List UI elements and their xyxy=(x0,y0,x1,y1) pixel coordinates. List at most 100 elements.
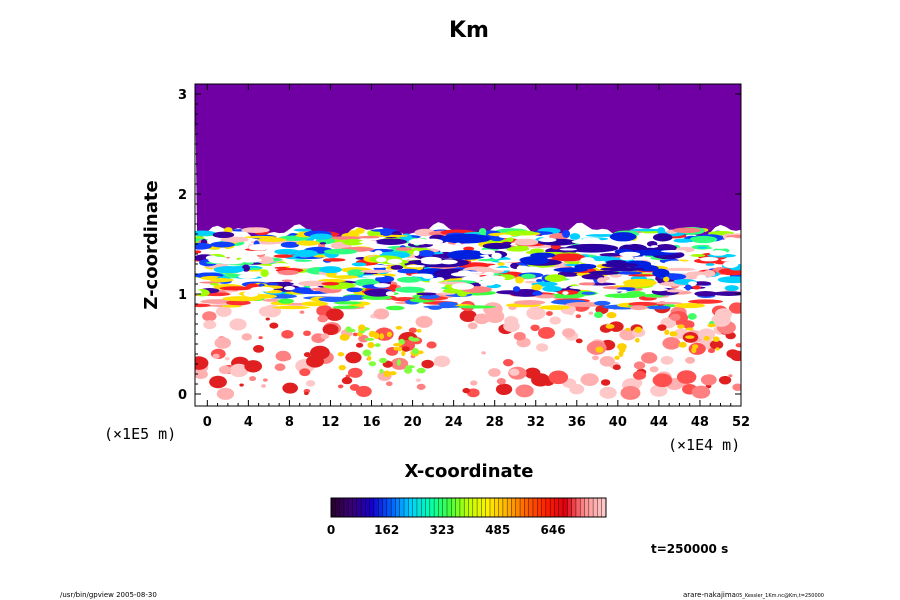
mixed-layer-streak xyxy=(354,227,365,234)
mixed-layer-streak xyxy=(213,266,245,274)
colorbar-cell xyxy=(416,498,422,517)
mixed-layer-gap xyxy=(451,283,474,290)
inversion-band-streak xyxy=(626,291,646,296)
mixed-layer-gap xyxy=(238,274,258,279)
colorbar-cell xyxy=(382,498,388,517)
mixed-layer-streak xyxy=(210,282,220,286)
mixed-layer-streak xyxy=(241,227,270,233)
low-level-patch xyxy=(195,356,209,370)
colorbar-cell xyxy=(498,498,504,517)
colorbar-cell xyxy=(373,498,379,517)
x-tick-label: 0 xyxy=(203,415,212,430)
mixed-layer-streak xyxy=(310,287,331,291)
low-level-core xyxy=(379,333,384,340)
mixed-layer-streak xyxy=(691,281,712,286)
low-level-patch xyxy=(633,361,646,370)
colorbar-cell xyxy=(477,498,482,517)
low-level-patch xyxy=(526,306,546,320)
colorbar-cell xyxy=(575,498,581,517)
low-level-core xyxy=(703,335,710,341)
low-level-patch xyxy=(352,332,358,337)
colorbar-cell xyxy=(489,498,495,517)
mixed-layer-blue-core xyxy=(652,233,673,242)
mixed-layer-gap xyxy=(493,267,515,271)
mixed-layer-streak xyxy=(505,230,536,236)
x-axis: 0 4 8 12 16 20 24 28 32 36 40 44 48 52 xyxy=(203,84,750,430)
colorbar-cell xyxy=(425,498,431,517)
x-tick-label: 52 xyxy=(732,415,750,430)
low-level-patch xyxy=(462,387,471,394)
y-tick-label: 1 xyxy=(178,288,187,303)
inversion-band-streak xyxy=(539,305,571,310)
low-level-patch xyxy=(345,351,362,364)
mixed-layer-streak xyxy=(717,276,741,284)
mixed-layer-gap xyxy=(709,242,732,249)
low-level-core xyxy=(357,324,366,331)
mixed-layer-streak xyxy=(544,274,566,283)
mixed-layer-gap xyxy=(284,259,291,264)
y-unit-label: (×1E5 m) xyxy=(104,425,176,443)
colorbar-cells xyxy=(330,498,607,517)
colorbar-cell xyxy=(563,498,568,517)
colorbar-cell xyxy=(532,498,538,517)
low-level-patch xyxy=(348,367,363,378)
low-level-patch xyxy=(195,369,208,380)
mixed-layer-gap xyxy=(521,266,542,273)
low-level-patch xyxy=(341,376,353,385)
low-level-core xyxy=(397,346,403,352)
low-level-core xyxy=(595,346,604,353)
mixed-layer-streak xyxy=(525,251,535,254)
mixed-layer-gap xyxy=(457,270,472,277)
mixed-layer-gap xyxy=(248,244,269,251)
mixed-layer-gap xyxy=(421,259,445,265)
colorbar-cell xyxy=(386,498,392,517)
low-level-core xyxy=(393,346,400,351)
mixed-layer-streak xyxy=(277,269,299,276)
low-level-core xyxy=(367,355,372,361)
mixed-layer-streak xyxy=(220,236,249,243)
mixed-layer-streak xyxy=(342,238,365,246)
inversion-band-streak xyxy=(272,305,311,310)
low-level-core xyxy=(707,323,716,328)
y-tick-label: 0 xyxy=(178,388,187,403)
colorbar-cell xyxy=(580,498,585,517)
low-level-patch xyxy=(470,380,478,386)
low-level-patch xyxy=(650,384,668,397)
mixed-layer-streak xyxy=(478,227,487,235)
low-level-patch xyxy=(216,387,235,400)
low-level-core xyxy=(339,333,350,341)
low-level-patch xyxy=(700,374,717,386)
mixed-layer-streak xyxy=(551,253,586,262)
colorbar-cell xyxy=(601,498,607,517)
low-level-patch xyxy=(229,318,247,331)
inversion-band-streak xyxy=(277,298,294,304)
colorbar-cell xyxy=(588,498,594,517)
mixed-layer-gap xyxy=(250,286,274,292)
mixed-layer-streak xyxy=(293,228,312,232)
colorbar-cell xyxy=(502,498,508,517)
low-level-patch xyxy=(633,370,647,380)
mixed-layer-streak xyxy=(395,286,426,293)
mixed-layer-streak xyxy=(512,286,521,292)
low-level-core xyxy=(379,357,387,364)
low-level-patch xyxy=(467,322,478,330)
low-level-patch xyxy=(426,341,437,349)
mixed-layer-gap xyxy=(367,264,388,268)
low-level-patch xyxy=(421,359,434,369)
colorbar-cell xyxy=(459,498,465,517)
low-level-patch xyxy=(337,384,344,389)
low-level-patch xyxy=(241,333,253,341)
low-level-core xyxy=(405,365,415,369)
low-level-patch xyxy=(433,355,451,368)
low-level-patch xyxy=(662,337,681,350)
mixed-layer-streak xyxy=(374,238,408,245)
mixed-layer-streak xyxy=(597,277,607,284)
low-level-patch xyxy=(215,305,232,317)
mixed-layer-gap xyxy=(479,254,489,257)
mixed-layer-streak xyxy=(347,269,365,276)
inversion-band-streak xyxy=(457,305,496,309)
low-level-patch xyxy=(253,344,265,353)
low-level-patch xyxy=(325,308,344,321)
colorbar-cell xyxy=(352,498,358,517)
mixed-layer-gap xyxy=(413,250,420,257)
